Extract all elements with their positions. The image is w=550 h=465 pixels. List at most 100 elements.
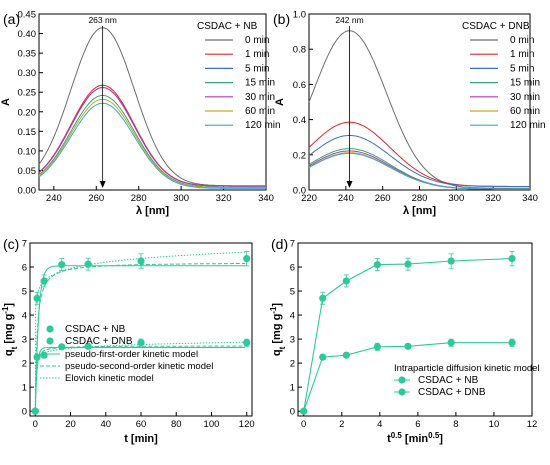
y-tick-label: 0.2 [293, 150, 306, 161]
series-line-30-min [308, 150, 530, 190]
x-tick-label: 0 [33, 419, 38, 430]
y-tick-label: 4 [22, 311, 27, 322]
peak-arrow-head [99, 181, 106, 188]
series-line-5-min [308, 134, 530, 187]
fit-line [303, 342, 512, 412]
y-tick-label: 0.05 [18, 166, 37, 177]
x-tick-label: 40 [100, 419, 111, 430]
x-axis-label: λ [nm] [403, 205, 436, 217]
data-point [33, 294, 41, 302]
elovich-curve-dnb [34, 251, 246, 412]
x-tick-label: 280 [131, 193, 147, 204]
data-point [84, 342, 92, 350]
data-point [243, 255, 251, 263]
x-axis-label: t [min] [124, 433, 158, 445]
y-tick-label: 3 [22, 335, 27, 346]
y-tick-label: 0 [22, 407, 27, 418]
legend-label: 30 min [245, 92, 275, 103]
series-line-15-min [308, 148, 530, 190]
x-tick-label: 320 [216, 193, 232, 204]
y-axis-label: qt [mg g-1] [1, 303, 19, 357]
x-tick-label: 240 [338, 193, 354, 204]
x-tick-label: 280 [412, 193, 428, 204]
data-point [137, 339, 145, 347]
y-axis-label: A [0, 98, 12, 106]
data-point [300, 407, 308, 415]
panel-label: (b) [273, 11, 290, 27]
legend-label: 60 min [245, 106, 275, 117]
data-point [58, 261, 66, 269]
series-line-1-min [38, 84, 266, 187]
data-point [84, 260, 92, 268]
data-point [404, 342, 412, 350]
data-point [508, 339, 516, 347]
data-point [40, 277, 48, 285]
y-tick-label: 0.20 [18, 107, 37, 118]
y-tick-label: 0.00 [18, 186, 37, 197]
plot-frame [297, 242, 533, 417]
data-point [342, 277, 350, 285]
legend-label: 1 min [510, 49, 534, 60]
data-point [137, 257, 145, 265]
y-tick-label: 5 [290, 287, 295, 298]
x-tick-label: 120 [239, 419, 255, 430]
x-tick-label: 60 [136, 419, 147, 430]
series-line-5-min [38, 86, 266, 187]
y-tick-label: 2 [290, 359, 295, 370]
x-tick-label: 10 [489, 419, 500, 430]
series-line-30-min [38, 86, 266, 187]
x-tick-label: 260 [88, 193, 104, 204]
y-axis-label: qt [mg g-1] [269, 303, 287, 357]
y-tick-label: 6 [22, 263, 27, 274]
x-tick-label: 220 [301, 193, 317, 204]
legend-title: CSDAC + NB [197, 21, 258, 32]
y-tick-label: 0.0 [293, 186, 306, 197]
x-tick-label: 6 [415, 419, 420, 430]
legend-label: CSDAC + NB [65, 324, 126, 335]
legend-marker [46, 337, 54, 345]
legend-label: 0 min [510, 35, 534, 46]
legend-title: Intraparticle diffusion kinetic model [394, 363, 540, 374]
data-point [33, 353, 41, 361]
series-line-0-min [308, 30, 530, 189]
y-tick-label: 0.4 [293, 115, 306, 126]
data-point [373, 261, 381, 269]
data-point [319, 294, 327, 302]
data-point [319, 353, 327, 361]
data-point [404, 260, 412, 268]
data-point [342, 351, 350, 359]
data-point [447, 339, 455, 347]
x-tick-label: 12 [527, 419, 538, 430]
y-tick-label: 1 [290, 383, 295, 394]
legend-label: 15 min [245, 78, 275, 89]
x-tick-label: 20 [65, 419, 76, 430]
x-tick-label: 300 [448, 193, 464, 204]
legend-label: Elovich kinetic model [65, 373, 154, 384]
legend-label: 0 min [245, 35, 269, 46]
legend-label: 15 min [510, 78, 540, 89]
legend-label: 5 min [510, 63, 534, 74]
x-tick-label: 260 [375, 193, 391, 204]
data-point [243, 339, 251, 347]
panel-label: (c) [3, 236, 19, 252]
legend-label: 120 min [510, 120, 546, 131]
plot-frame [29, 242, 253, 417]
legend-marker [46, 325, 54, 333]
peak-annotation: 242 nm [335, 15, 363, 25]
y-tick-label: 4 [290, 311, 295, 322]
legend-label: 5 min [245, 63, 269, 74]
data-point [31, 407, 39, 415]
x-tick-label: 8 [453, 419, 458, 430]
y-tick-label: 6 [290, 263, 295, 274]
data-point [58, 343, 66, 351]
x-axis-label: t0.5 [min0.5] [387, 431, 443, 446]
y-tick-label: 0.10 [18, 146, 37, 157]
x-tick-label: 320 [485, 193, 501, 204]
series-line-15-min [38, 94, 266, 188]
x-tick-label: 2 [339, 419, 344, 430]
y-tick-label: 0.6 [293, 80, 306, 91]
x-axis-label: λ [nm] [136, 205, 169, 217]
y-tick-label: 2 [22, 359, 27, 370]
x-tick-label: 4 [377, 419, 382, 430]
